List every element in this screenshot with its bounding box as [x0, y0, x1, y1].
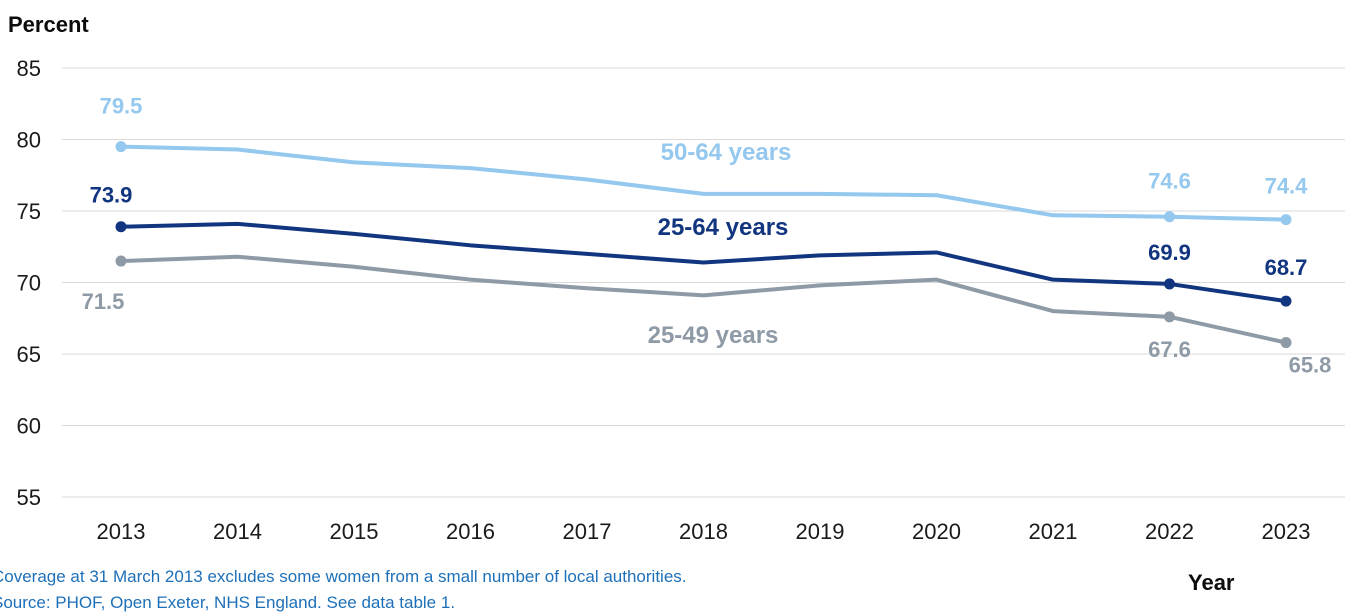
data-point-marker	[1280, 214, 1292, 226]
data-point-marker	[1164, 278, 1175, 290]
x-tick-label: 2015	[330, 519, 379, 544]
x-tick-label: 2022	[1145, 519, 1194, 544]
data-label: 68.7	[1265, 255, 1308, 280]
data-label: 65.8	[1289, 353, 1332, 378]
data-point-marker	[1164, 211, 1175, 223]
y-tick-label: 80	[17, 128, 41, 153]
x-tick-label: 2018	[679, 519, 728, 544]
data-point-marker	[115, 221, 127, 233]
x-tick-label: 2013	[97, 519, 146, 544]
data-label: 73.9	[90, 183, 133, 208]
data-point-marker	[115, 255, 127, 267]
x-axis-ticks: 2013 2014 2015 2016 2017 2018 2019 2020 2021 2022…	[97, 519, 1311, 544]
y-tick-label: 70	[17, 271, 41, 296]
series-line	[119, 144, 1288, 222]
series-line	[119, 221, 1288, 304]
gridlines	[62, 67, 1345, 498]
data-point-marker	[1164, 311, 1175, 323]
x-tick-label: 2016	[446, 519, 495, 544]
x-tick-label: 2021	[1029, 519, 1078, 544]
data-point-marker	[1280, 337, 1292, 349]
y-axis-title: Percent	[8, 12, 89, 37]
y-tick-label: 65	[17, 342, 41, 367]
data-label: 69.9	[1148, 240, 1191, 265]
series-name-label: 50-64 years	[661, 139, 792, 166]
data-label: 67.6	[1148, 337, 1191, 362]
data-labels: 79.5 74.6 74.4 50-64 years 73.9 69.9 68.7 25-64…	[82, 94, 1332, 378]
x-tick-label: 2014	[213, 519, 262, 544]
x-tick-label: 2020	[912, 519, 961, 544]
data-label: 79.5	[100, 94, 143, 119]
series-lines	[119, 144, 1288, 345]
source-note: Source: PHOF, Open Exeter, NHS England. …	[0, 593, 456, 612]
data-point-marker	[115, 141, 127, 153]
series-line	[119, 254, 1288, 345]
x-axis-title: Year	[1188, 570, 1235, 595]
data-point-marker	[1280, 295, 1292, 307]
y-tick-label: 60	[17, 414, 41, 439]
series-name-label: 25-64 years	[658, 214, 789, 241]
data-label: 71.5	[82, 289, 125, 314]
y-tick-label: 75	[17, 199, 41, 224]
coverage-note: Coverage at 31 March 2013 excludes some …	[0, 567, 687, 586]
x-tick-label: 2023	[1262, 519, 1311, 544]
data-label: 74.6	[1148, 169, 1191, 194]
series-name-label: 25-49 years	[648, 322, 779, 349]
x-tick-label: 2017	[563, 519, 612, 544]
x-tick-label: 2019	[796, 519, 845, 544]
data-label: 74.4	[1265, 174, 1309, 199]
y-axis-ticks: 85 80 75 70 65 60 55	[17, 56, 41, 510]
y-tick-label: 55	[17, 485, 41, 510]
y-tick-label: 85	[17, 56, 41, 81]
